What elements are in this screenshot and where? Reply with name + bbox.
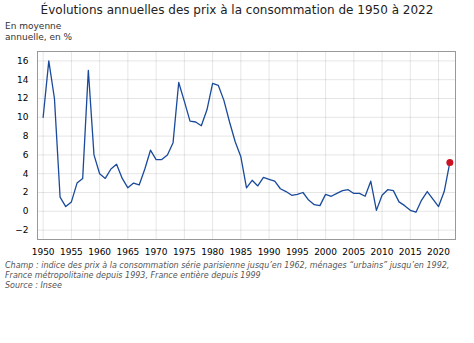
svg-text:1965: 1965: [116, 247, 139, 257]
svg-text:2015: 2015: [399, 247, 422, 257]
svg-text:6: 6: [23, 150, 29, 160]
html-text:annuelle, en %: annuelle, en %: [5, 32, 73, 42]
svg-text:1990: 1990: [258, 247, 281, 257]
html-text:Champ : indice des prix à la c: Champ : indice des prix à la consommatio…: [5, 261, 450, 270]
html-text:Source : Insee: Source : Insee: [5, 281, 62, 290]
svg-text:1975: 1975: [173, 247, 196, 257]
svg-text:12: 12: [17, 93, 28, 103]
html-text:France métropolitaine depuis 1: France métropolitaine depuis 1993, Franc…: [5, 271, 261, 280]
svg-text:2020: 2020: [427, 247, 450, 257]
svg-text:14: 14: [17, 75, 29, 85]
svg-text:1960: 1960: [88, 247, 111, 257]
svg-text:2010: 2010: [371, 247, 394, 257]
svg-text:4: 4: [23, 169, 29, 179]
html-text:Évolutions annuelles des prix: Évolutions annuelles des prix à la conso…: [40, 3, 434, 17]
svg-text:−2: −2: [15, 225, 28, 235]
svg-text:1980: 1980: [201, 247, 224, 257]
svg-text:1970: 1970: [145, 247, 168, 257]
svg-text:10: 10: [17, 112, 29, 122]
svg-text:8: 8: [23, 131, 29, 141]
html-text:En moyenne: En moyenne: [5, 21, 62, 31]
svg-text:2: 2: [23, 187, 29, 197]
svg-text:0: 0: [23, 206, 29, 216]
svg-text:16: 16: [17, 56, 29, 66]
svg-text:2005: 2005: [342, 247, 365, 257]
svg-text:1985: 1985: [229, 247, 252, 257]
svg-text:1995: 1995: [286, 247, 309, 257]
svg-text:1955: 1955: [60, 247, 83, 257]
svg-text:2000: 2000: [314, 247, 337, 257]
svg-text:1950: 1950: [32, 247, 55, 257]
